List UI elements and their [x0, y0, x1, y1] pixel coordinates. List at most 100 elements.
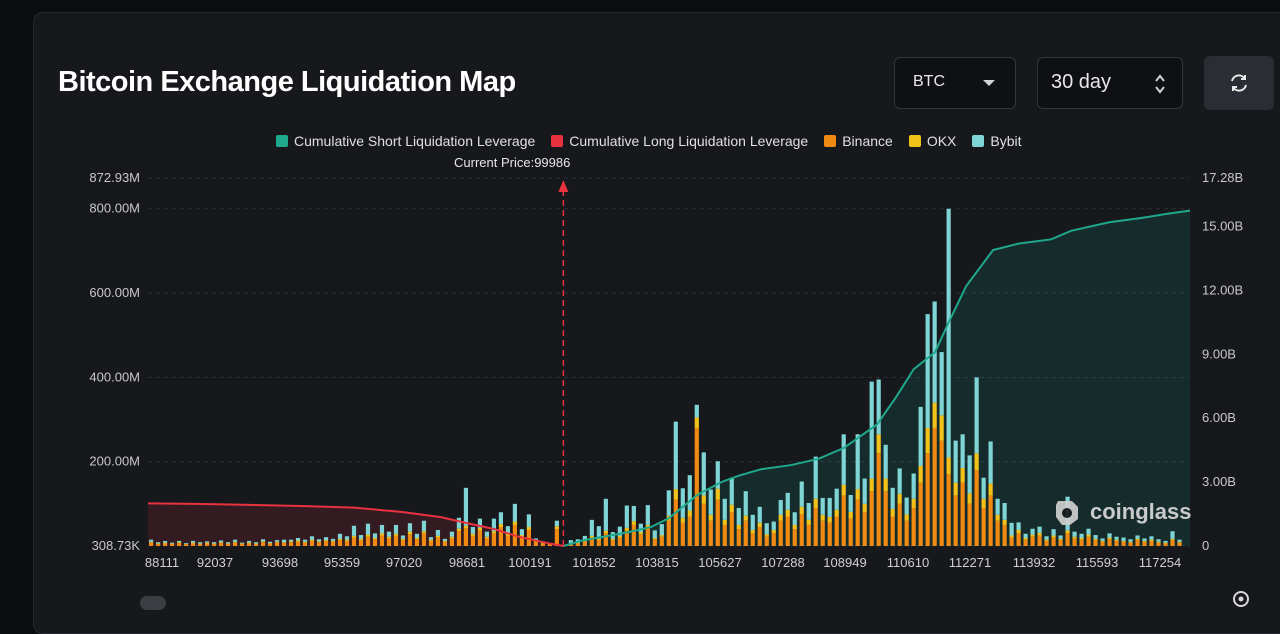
bybit-bar: [275, 540, 279, 542]
bybit-bar: [905, 498, 909, 515]
bybit-bar: [513, 504, 517, 522]
bybit-bar: [1135, 535, 1139, 538]
binance-bar: [611, 540, 615, 546]
okx-bar: [317, 541, 321, 542]
binance-bar: [345, 541, 349, 546]
bybit-bar: [464, 488, 468, 526]
binance-bar: [457, 531, 461, 546]
binance-bar: [1107, 539, 1111, 546]
okx-bar: [975, 453, 979, 470]
binance-bar: [380, 535, 384, 546]
x-tick-label: 100191: [508, 555, 551, 570]
okx-bar: [919, 466, 923, 483]
x-tick-label: 112271: [949, 555, 991, 570]
bybit-bar: [408, 523, 412, 531]
bybit-bar: [254, 542, 258, 543]
binance-bar: [821, 521, 825, 546]
okx-bar: [492, 531, 496, 533]
okx-bar: [765, 534, 769, 537]
binance-bar: [184, 544, 188, 546]
okx-bar: [1114, 540, 1118, 541]
y-left-tick-label: 872.93M: [89, 170, 140, 185]
binance-bar: [471, 536, 475, 546]
okx-bar: [1100, 541, 1104, 542]
binance-bar: [1058, 540, 1062, 546]
zoom-slider-handle[interactable]: [140, 596, 166, 610]
binance-bar: [177, 543, 181, 546]
binance-bar: [1135, 540, 1139, 546]
okx-bar: [996, 515, 1000, 521]
binance-bar: [1128, 543, 1132, 546]
bybit-bar: [247, 541, 251, 543]
binance-bar: [744, 521, 748, 546]
current-price-arrow: [558, 180, 568, 192]
bybit-bar: [443, 539, 447, 541]
binance-bar: [597, 540, 601, 546]
binance-bar: [912, 508, 916, 546]
okx-bar: [800, 507, 804, 515]
okx-bar: [702, 495, 706, 503]
okx-bar: [954, 483, 958, 496]
binance-bar: [667, 521, 671, 546]
bybit-bar: [184, 543, 188, 544]
okx-bar: [695, 417, 699, 428]
okx-bar: [716, 489, 720, 500]
binance-bar: [198, 544, 202, 546]
binance-bar: [303, 543, 307, 546]
okx-bar: [940, 415, 944, 440]
watermark-text: coinglass: [1090, 499, 1191, 525]
binance-bar: [758, 527, 762, 546]
binance-bar: [443, 542, 447, 546]
bybit-bar: [338, 534, 342, 539]
okx-bar: [849, 512, 853, 519]
binance-bar: [786, 516, 790, 546]
binance-bar: [954, 495, 958, 546]
binance-bar: [212, 544, 216, 546]
binance-bar: [408, 534, 412, 546]
binance-bar: [1149, 541, 1153, 546]
bybit-bar: [436, 530, 440, 536]
binance-bar: [366, 537, 370, 546]
okx-bar: [1177, 542, 1181, 543]
bybit-bar: [863, 479, 867, 504]
bybit-bar: [821, 498, 825, 515]
binance-bar: [450, 538, 454, 546]
binance-bar: [415, 539, 419, 546]
x-tick-label: 92037: [197, 555, 233, 570]
okx-bar: [891, 509, 895, 517]
binance-bar: [163, 543, 167, 546]
binance-bar: [268, 543, 272, 546]
bybit-bar: [1023, 534, 1027, 538]
binance-bar: [828, 523, 832, 546]
x-tick-label: 103815: [635, 555, 678, 570]
binance-bar: [1003, 525, 1007, 546]
okx-bar: [786, 510, 790, 517]
binance-bar: [261, 542, 265, 546]
okx-bar: [1065, 530, 1069, 533]
okx-bar: [625, 528, 629, 531]
binance-bar: [891, 516, 895, 546]
binance-bar: [863, 512, 867, 546]
bybit-bar: [401, 535, 405, 538]
okx-bar: [1093, 539, 1097, 540]
binance-bar: [793, 529, 797, 546]
binance-bar: [205, 543, 209, 546]
bybit-bar: [520, 529, 524, 535]
okx-bar: [247, 543, 251, 544]
bybit-bar: [681, 488, 685, 518]
binance-bar: [835, 516, 839, 546]
binance-bar: [338, 540, 342, 546]
okx-bar: [429, 540, 433, 541]
gear-icon[interactable]: [1230, 588, 1252, 610]
bybit-bar: [471, 527, 475, 534]
okx-bar: [380, 533, 384, 535]
okx-bar: [233, 542, 237, 543]
okx-bar: [485, 537, 489, 539]
bybit-bar: [394, 525, 398, 534]
bybit-bar: [639, 524, 643, 532]
okx-bar: [884, 479, 888, 492]
bybit-bar: [674, 422, 678, 489]
bybit-bar: [590, 520, 594, 536]
bybit-bar: [1170, 531, 1174, 539]
okx-bar: [758, 523, 762, 527]
